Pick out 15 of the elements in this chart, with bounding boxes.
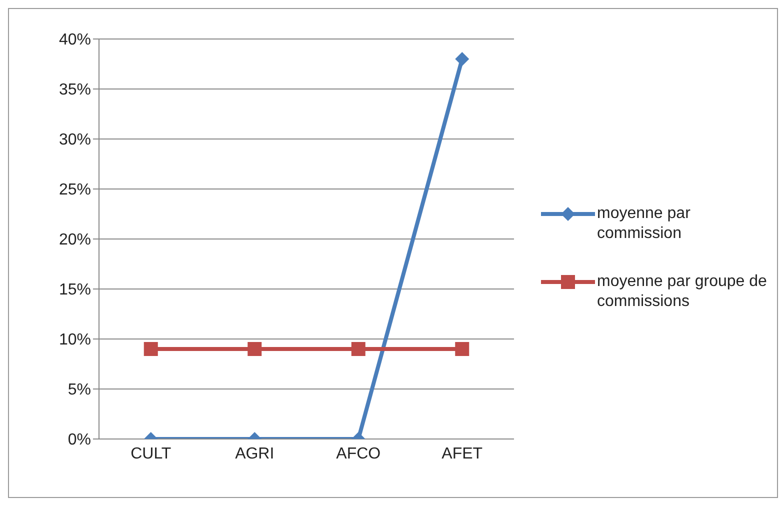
y-tick-label: 15% bbox=[58, 282, 91, 299]
y-tick-label: 35% bbox=[58, 82, 91, 99]
y-tick-label: 5% bbox=[68, 382, 91, 399]
y-tick-label: 0% bbox=[68, 432, 91, 449]
x-tick-label: AFCO bbox=[336, 445, 381, 462]
y-tick-label: 25% bbox=[58, 182, 91, 199]
x-tick-label: CULT bbox=[130, 445, 172, 462]
y-tick-label: 10% bbox=[58, 332, 91, 349]
y-tick-label: 30% bbox=[58, 132, 91, 149]
legend-label: moyenne par groupe de commissions bbox=[597, 272, 768, 312]
y-tick-label: 40% bbox=[58, 32, 91, 49]
legend-label: moyenne par commission bbox=[597, 204, 692, 244]
x-tick-label: AFET bbox=[442, 445, 483, 462]
x-tick-label: AGRI bbox=[235, 445, 274, 462]
y-tick-label: 20% bbox=[58, 232, 91, 249]
